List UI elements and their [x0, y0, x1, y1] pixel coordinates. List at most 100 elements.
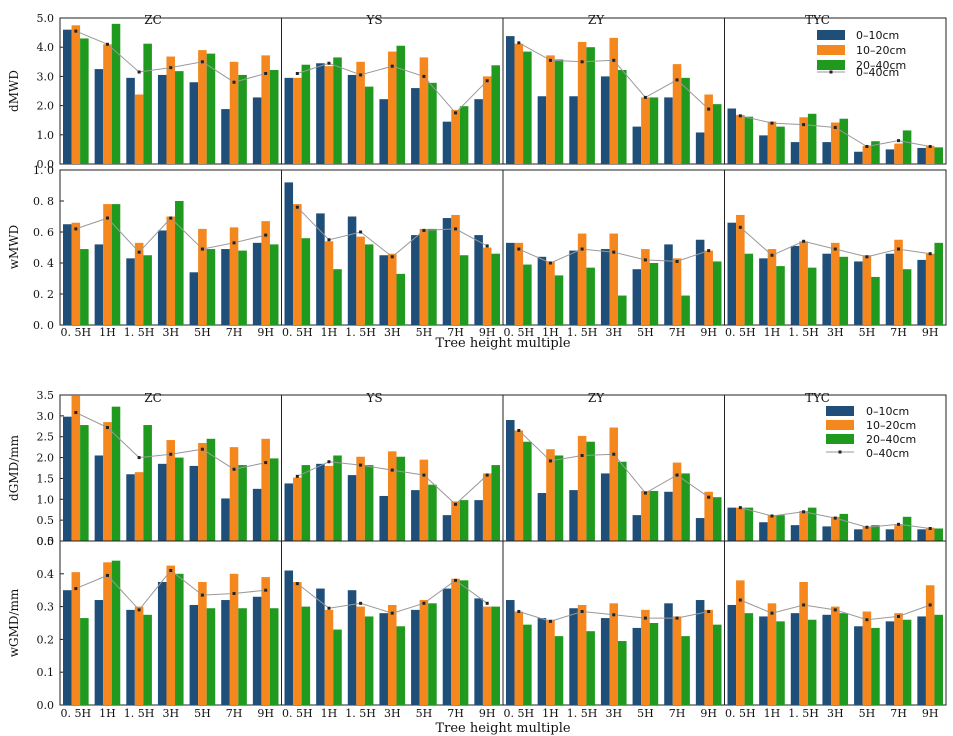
- point-0-40cm: [517, 428, 521, 432]
- bar-10-20cm: [324, 609, 334, 705]
- bar-0-10cm: [664, 491, 673, 541]
- bar-20-40cm: [744, 116, 754, 164]
- point-0-40cm: [359, 230, 363, 234]
- bar-20-40cm: [681, 295, 690, 325]
- point-0-40cm: [359, 601, 363, 605]
- chart-area: dMWD 0.0 1.0 2.0 3.0 4.0 5.0 ZC YS ZY TYC wMWD 0. 0 0…: [7, 12, 947, 720]
- bar-10-20cm: [672, 462, 682, 541]
- point-0-40cm: [770, 121, 774, 125]
- bar-20-40cm: [364, 465, 374, 541]
- bar-20-40cm: [618, 641, 627, 705]
- bar-20-40cm: [902, 269, 912, 325]
- bar-0-10cm: [506, 600, 515, 705]
- bar-0-10cm: [474, 99, 483, 164]
- bar-10-20cm: [736, 580, 745, 705]
- bar-20-40cm: [428, 82, 437, 164]
- point-0-40cm: [200, 593, 204, 597]
- bar-0-10cm: [94, 244, 104, 325]
- legend-label-10-20cm: 10–20cm: [866, 419, 916, 432]
- x-tick-label: 1H: [764, 326, 781, 339]
- bar-20-40cm: [80, 425, 89, 541]
- bar-0-10cm: [537, 256, 547, 325]
- bar-10-20cm: [577, 233, 587, 325]
- bar-20-40cm: [238, 74, 247, 164]
- y-tick-label: 4.0: [37, 41, 55, 54]
- y-tick-label: 1.0: [37, 493, 55, 506]
- bar-20-40cm: [586, 441, 595, 541]
- bar-0-10cm: [157, 230, 167, 325]
- bar-20-40cm: [206, 438, 216, 541]
- bar-10-20cm: [71, 25, 81, 164]
- x-tick-label: 1H: [542, 707, 559, 720]
- x-tick-label: 5H: [194, 707, 211, 720]
- x-tick-label: 1. 5H: [788, 326, 819, 339]
- bar-20-40cm: [459, 255, 469, 325]
- point-0-40cm: [295, 205, 299, 209]
- bar-10-20cm: [641, 490, 650, 541]
- bar-20-40cm: [681, 77, 690, 164]
- bar-0-10cm: [600, 618, 610, 705]
- bar-20-40cm: [586, 47, 595, 165]
- point-0-40cm: [74, 587, 78, 591]
- point-0-40cm: [738, 114, 742, 118]
- bar-0-10cm: [664, 603, 673, 705]
- bar-0-10cm: [474, 500, 483, 541]
- legend-marker-0-40cm: [838, 450, 842, 454]
- x-tick-label: 5H: [416, 326, 433, 339]
- bar-10-20cm: [71, 222, 81, 325]
- point-0-40cm: [390, 468, 394, 472]
- bar-20-40cm: [206, 249, 216, 325]
- point-0-40cm: [295, 582, 299, 586]
- point-0-40cm: [707, 610, 711, 614]
- x-tick-label: 9H: [922, 326, 939, 339]
- bar-20-40cm: [807, 619, 817, 705]
- bar-0-10cm: [759, 135, 768, 164]
- bar-20-40cm: [712, 624, 722, 705]
- bar-10-20cm: [704, 609, 713, 705]
- y-tick-label: 0. 2: [33, 288, 54, 301]
- bar-10-20cm: [704, 491, 713, 541]
- point-0-40cm: [580, 247, 584, 251]
- x-tick-label: 1H: [542, 326, 559, 339]
- bar-10-20cm: [103, 422, 112, 541]
- bar-10-20cm: [482, 247, 492, 325]
- bar-10-20cm: [166, 565, 176, 705]
- bar-10-20cm: [672, 616, 682, 705]
- point-0-40cm: [74, 411, 78, 415]
- bar-10-20cm: [293, 204, 302, 325]
- x-tick-label: 1H: [99, 707, 116, 720]
- bar-0-10cm: [885, 253, 895, 325]
- bar-0-10cm: [885, 621, 895, 705]
- bar-10-20cm: [198, 442, 207, 541]
- x-tick-label: 1H: [321, 707, 338, 720]
- point-0-40cm: [169, 216, 173, 220]
- x-tick-label: 1H: [321, 326, 338, 339]
- bar-10-20cm: [830, 122, 840, 164]
- legend-label-0-10cm: 0–10cm: [856, 29, 899, 42]
- bar-0-10cm: [822, 614, 831, 705]
- bar-20-40cm: [111, 406, 121, 541]
- point-0-40cm: [865, 618, 869, 622]
- bar-0-10cm: [379, 99, 388, 164]
- point-0-40cm: [675, 259, 679, 263]
- point-0-40cm: [897, 522, 901, 526]
- legend-top: 0–10cm 10–20cm 20–40cm 0–40cm: [817, 29, 906, 79]
- bar-10-20cm: [767, 121, 777, 164]
- x-tick-label: 0. 5H: [725, 707, 756, 720]
- bar-10-20cm: [356, 61, 365, 164]
- bar-0-10cm: [569, 250, 578, 325]
- point-0-40cm: [295, 71, 299, 75]
- bar-0-10cm: [442, 588, 452, 705]
- bar-20-40cm: [364, 86, 374, 164]
- bar-20-40cm: [80, 38, 89, 164]
- bar-0-10cm: [157, 463, 167, 541]
- point-0-40cm: [643, 258, 647, 262]
- y-tick-label: 0. 8: [33, 195, 54, 208]
- bar-20-40cm: [333, 57, 342, 164]
- bar-0-10cm: [695, 518, 705, 541]
- bar-10-20cm: [324, 465, 334, 541]
- x-tick-label: 7H: [226, 326, 243, 339]
- point-0-40cm: [928, 252, 932, 256]
- point-0-40cm: [580, 610, 584, 614]
